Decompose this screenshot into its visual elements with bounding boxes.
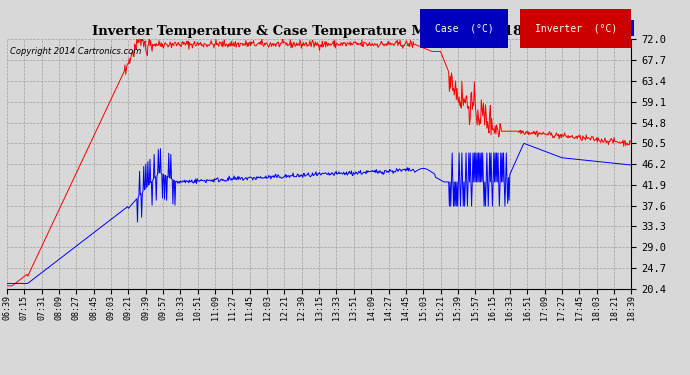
Text: Case  (°C): Case (°C) (569, 23, 631, 33)
Text: Copyright 2014 Cartronics.com: Copyright 2014 Cartronics.com (10, 47, 141, 56)
Text: Case  (°C): Case (°C) (435, 23, 493, 33)
Text: Inverter  (°C): Inverter (°C) (535, 23, 617, 33)
Title: Inverter Temperature & Case Temperature Mon Sep 22 18:50: Inverter Temperature & Case Temperature … (92, 25, 546, 38)
